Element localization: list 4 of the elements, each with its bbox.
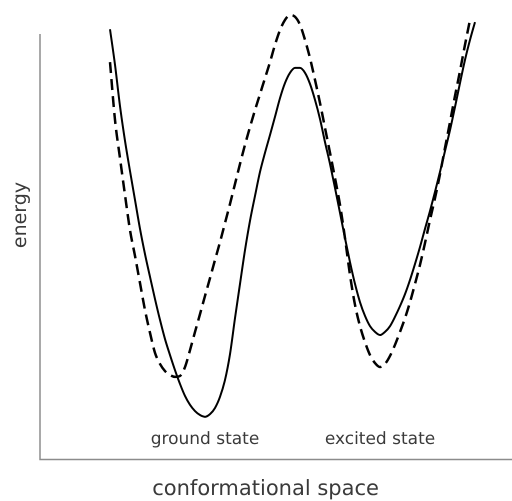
y-axis-title: energy [8, 182, 31, 248]
x-axis-title: conformational space [152, 476, 379, 500]
annotation: ground state [150, 428, 260, 449]
annotation: excited state [324, 428, 436, 449]
